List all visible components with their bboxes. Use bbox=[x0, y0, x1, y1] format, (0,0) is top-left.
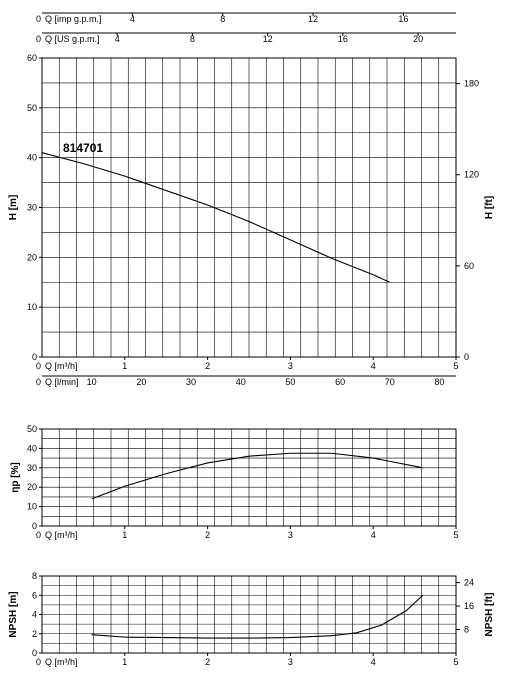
y-axis-label: H [m] bbox=[8, 195, 19, 221]
y2-axis-label: H [ft] bbox=[484, 196, 495, 219]
top-scale-tick-label: 20 bbox=[413, 34, 423, 44]
x-tick-label: 5 bbox=[453, 361, 458, 371]
y-tick-label: 10 bbox=[27, 302, 37, 312]
y2-tick-label: 0 bbox=[464, 352, 469, 362]
y-tick-label: 20 bbox=[27, 482, 37, 492]
top-scale-label: Q [imp g.p.m.] bbox=[45, 14, 102, 24]
y2-tick-label: 180 bbox=[464, 79, 479, 89]
top-scale-tick-label: 8 bbox=[190, 34, 195, 44]
x-tick-label: 4 bbox=[371, 657, 376, 667]
lmin-tick-label: 40 bbox=[236, 377, 246, 387]
y-tick-label: 2 bbox=[32, 629, 37, 639]
y-tick-label: 8 bbox=[32, 571, 37, 581]
x-tick-label: 2 bbox=[205, 361, 210, 371]
top-scale-tick-label: 16 bbox=[338, 34, 348, 44]
lmin-tick-label: 20 bbox=[136, 377, 146, 387]
y-tick-label: 20 bbox=[27, 252, 37, 262]
lmin-tick-label: 60 bbox=[335, 377, 345, 387]
y2-tick-label: 16 bbox=[464, 601, 474, 611]
top-scale-tick-label: 12 bbox=[263, 34, 273, 44]
y-tick-label: 0 bbox=[32, 648, 37, 658]
x-tick-label: 1 bbox=[122, 530, 127, 540]
top-scale-tick-label: 16 bbox=[398, 14, 408, 24]
x-tick-label: 4 bbox=[371, 361, 376, 371]
y-tick-label: 10 bbox=[27, 502, 37, 512]
top-scale-zero: 0 bbox=[36, 14, 41, 24]
top-scale-tick-label: 4 bbox=[130, 14, 135, 24]
y2-axis-label: NPSH [ft] bbox=[484, 593, 495, 637]
top-scale-tick-label: 12 bbox=[308, 14, 318, 24]
y-tick-label: 6 bbox=[32, 590, 37, 600]
model-label: 814701 bbox=[63, 141, 103, 155]
x-axis-label: Q [m³/h] bbox=[45, 361, 78, 371]
y-axis-label: ηp [%] bbox=[10, 462, 21, 493]
y-tick-label: 30 bbox=[27, 463, 37, 473]
x-tick-label: 3 bbox=[288, 361, 293, 371]
y-tick-label: 40 bbox=[27, 153, 37, 163]
x-tick-label: 3 bbox=[288, 657, 293, 667]
plot-frame bbox=[41, 428, 457, 527]
y2-tick-label: 60 bbox=[464, 261, 474, 271]
y-tick-label: 0 bbox=[32, 521, 37, 531]
efficiency-curve bbox=[91, 452, 423, 500]
x-axis-label: Q [m³/h] bbox=[45, 657, 78, 667]
y-tick-label: 60 bbox=[27, 53, 37, 63]
x-axis-label: Q [m³/h] bbox=[45, 530, 78, 540]
top-scale-tick-label: 8 bbox=[220, 14, 225, 24]
lmin-tick-label: 80 bbox=[434, 377, 444, 387]
lmin-tick-label: 10 bbox=[87, 377, 97, 387]
y2-tick-label: 120 bbox=[464, 170, 479, 180]
top-scale-label: Q [US g.p.m.] bbox=[45, 34, 100, 44]
lmin-tick-label: 70 bbox=[385, 377, 395, 387]
lmin-tick-label: 0 bbox=[36, 377, 41, 387]
lmin-tick-label: 30 bbox=[186, 377, 196, 387]
lmin-axis-label: Q [l/min] bbox=[45, 377, 79, 387]
x-tick-label: 2 bbox=[205, 530, 210, 540]
x-tick-label: 0 bbox=[36, 530, 41, 540]
x-tick-label: 0 bbox=[36, 361, 41, 371]
x-tick-label: 1 bbox=[122, 657, 127, 667]
y2-tick-label: 8 bbox=[464, 625, 469, 635]
y-axis-label: NPSH [m] bbox=[8, 591, 19, 637]
y-tick-label: 50 bbox=[27, 424, 37, 434]
npsh-curve bbox=[91, 594, 424, 639]
y-tick-label: 0 bbox=[32, 352, 37, 362]
top-scale-tick-label: 4 bbox=[115, 34, 120, 44]
y-tick-label: 30 bbox=[27, 203, 37, 213]
lmin-tick-label: 50 bbox=[285, 377, 295, 387]
y-tick-label: 4 bbox=[32, 610, 37, 620]
x-tick-label: 0 bbox=[36, 657, 41, 667]
y2-tick-label: 24 bbox=[464, 578, 474, 588]
x-tick-label: 2 bbox=[205, 657, 210, 667]
x-tick-label: 4 bbox=[371, 530, 376, 540]
x-tick-label: 1 bbox=[122, 361, 127, 371]
head-curve bbox=[41, 152, 390, 283]
x-tick-label: 5 bbox=[453, 530, 458, 540]
top-scale-zero: 0 bbox=[36, 34, 41, 44]
x-tick-label: 3 bbox=[288, 530, 293, 540]
x-tick-label: 5 bbox=[453, 657, 458, 667]
y-tick-label: 50 bbox=[27, 103, 37, 113]
y-tick-label: 40 bbox=[27, 443, 37, 453]
